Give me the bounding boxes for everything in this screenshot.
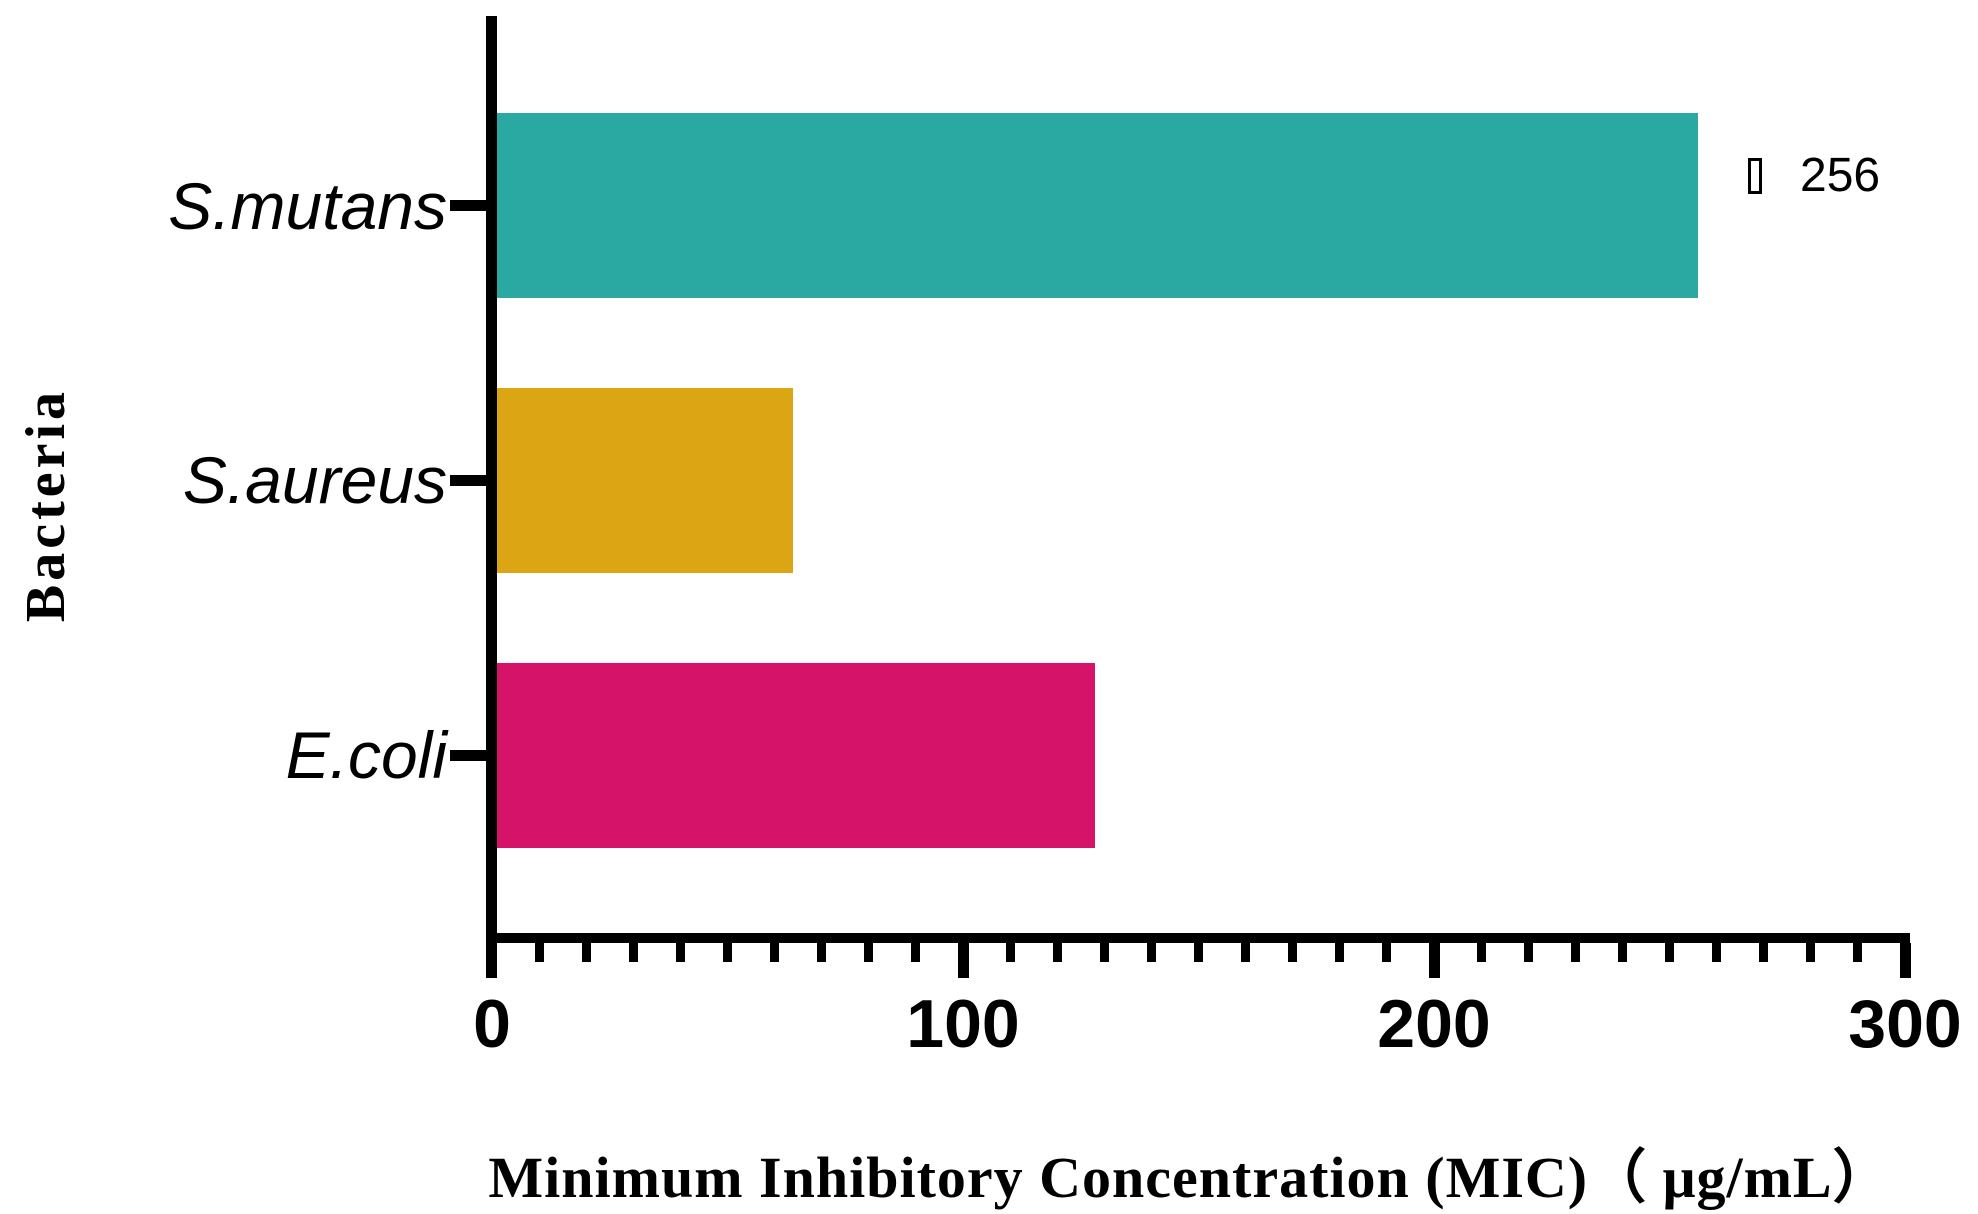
x-tick-label-200: 200	[1377, 986, 1491, 1062]
x-major-tick-100	[957, 943, 969, 978]
x-major-tick-300	[1899, 943, 1911, 978]
x-minor-tick-170	[1288, 943, 1298, 962]
x-minor-tick-290	[1853, 943, 1863, 962]
x-major-tick-200	[1428, 943, 1440, 978]
x-minor-tick-230	[1570, 943, 1580, 962]
x-minor-tick-30	[628, 943, 638, 962]
x-minor-tick-90	[911, 943, 921, 962]
x-minor-tick-150	[1194, 943, 1203, 962]
x-minor-tick-140	[1146, 943, 1156, 962]
x-minor-tick-280	[1806, 943, 1816, 962]
missing-glyph-box-icon	[1748, 158, 1762, 194]
x-minor-tick-70	[817, 943, 827, 962]
bar-s-mutans	[497, 113, 1698, 298]
x-minor-tick-270	[1759, 943, 1769, 962]
x-minor-tick-190	[1382, 943, 1392, 962]
bar-s-aureus	[497, 387, 794, 573]
x-axis-title: Minimum Inhibitory Concentration (MIC)（ …	[488, 1145, 1892, 1210]
category-label-s-mutans: S.mutans	[168, 168, 447, 243]
category-tick-e-coli	[450, 749, 487, 761]
bar-e-coli	[497, 662, 1095, 848]
x-tick-label-100: 100	[906, 986, 1020, 1062]
y-axis-title: Bacteria	[15, 387, 77, 623]
x-minor-tick-220	[1523, 943, 1533, 962]
x-minor-tick-80	[864, 943, 874, 962]
category-label-s-aureus: S.aureus	[182, 443, 447, 517]
x-minor-tick-20	[581, 943, 591, 962]
x-minor-tick-130	[1099, 943, 1109, 962]
y-axis-line	[486, 16, 497, 978]
x-minor-tick-260	[1712, 943, 1722, 962]
x-minor-tick-250	[1665, 943, 1674, 962]
x-tick-label-300: 300	[1848, 986, 1962, 1062]
category-tick-s-mutans	[450, 200, 487, 211]
bar-annotation-value: 256	[1800, 149, 1881, 202]
x-minor-tick-160	[1241, 943, 1251, 962]
x-minor-tick-10	[534, 943, 544, 962]
x-tick-label-0: 0	[473, 986, 511, 1062]
bar-value-annotation: 256	[1748, 152, 1880, 200]
x-minor-tick-120	[1052, 943, 1062, 962]
x-minor-tick-180	[1335, 943, 1345, 962]
x-minor-tick-110	[1005, 943, 1015, 962]
x-minor-tick-40	[675, 943, 685, 962]
x-minor-tick-210	[1476, 943, 1486, 962]
x-minor-tick-60	[770, 943, 780, 962]
category-tick-s-aureus	[450, 474, 487, 486]
x-minor-tick-50	[723, 943, 732, 962]
x-minor-tick-240	[1617, 943, 1627, 962]
category-label-e-coli: E.coli	[285, 718, 447, 792]
x-axis-line	[486, 933, 1910, 943]
